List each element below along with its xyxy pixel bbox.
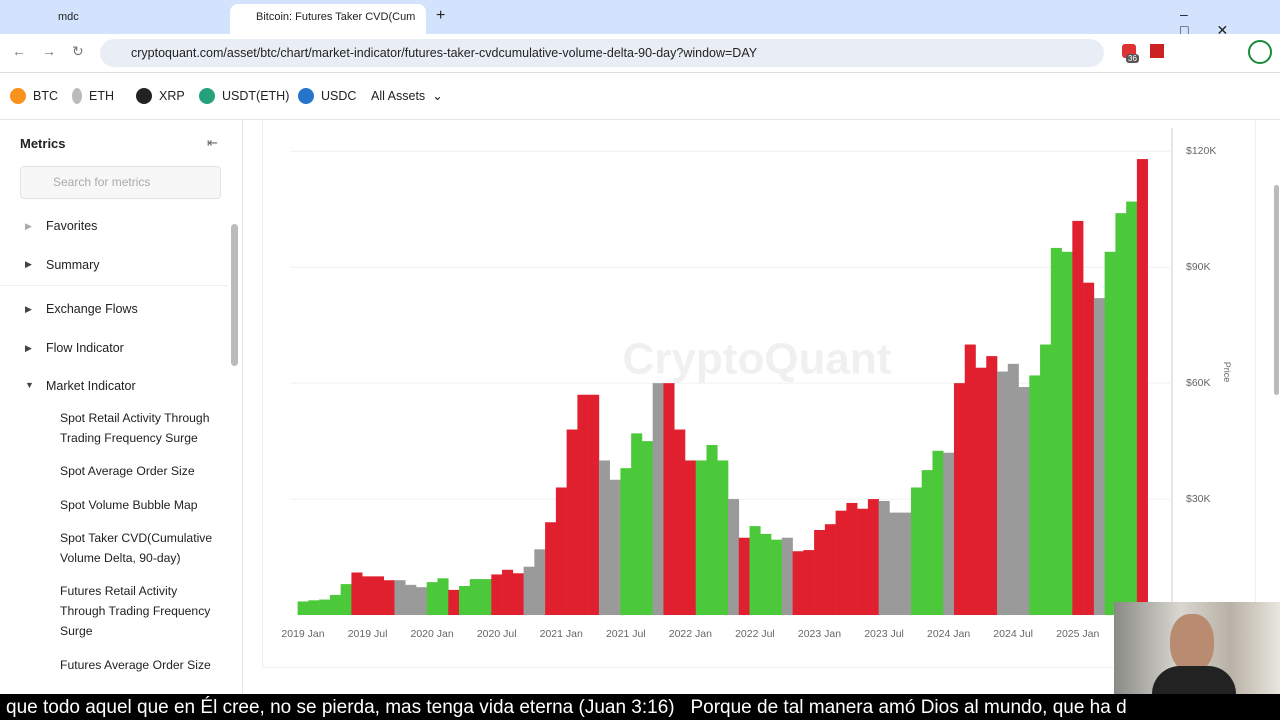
tab-title: Bitcoin: Futures Taker CVD(Cum <box>256 11 416 23</box>
badge: 36 <box>1126 54 1139 63</box>
extension[interactable] <box>1150 44 1164 58</box>
arrow: ▼ <box>25 380 34 390</box>
asset-label: USDT(ETH) <box>222 89 290 103</box>
chart-card <box>262 120 1256 668</box>
tab-active[interactable]: Bitcoin: Futures Taker CVD(Cum <box>230 4 426 34</box>
submenu-item[interactable]: Futures Retail Activity Through Trading … <box>60 584 211 638</box>
scrollbar[interactable] <box>1274 185 1279 395</box>
asset-label: ETH <box>89 89 114 103</box>
asset-label: BTC <box>33 89 58 103</box>
search[interactable]: Search for metrics <box>20 166 221 199</box>
menu-item[interactable]: Exchange Flows <box>46 302 138 316</box>
asset[interactable]: BTC <box>10 88 58 104</box>
submenu-item[interactable]: Spot Retail Activity Through Trading Fre… <box>60 411 210 445</box>
submenu-item[interactable]: Futures Average Order Size <box>60 658 211 672</box>
menu-item[interactable]: Flow Indicator <box>46 341 124 355</box>
shirt <box>1152 666 1236 694</box>
sidebar: Metrics ⇤ Search for metrics ▶ Favorites… <box>0 120 243 695</box>
asset-menu[interactable]: All Assets ⌄ <box>371 88 443 104</box>
asset[interactable]: XRP <box>136 88 185 104</box>
menu-item[interactable]: Summary <box>46 258 100 272</box>
asset-label: USDC <box>321 89 357 103</box>
tab-bar: mdc Bitcoin: Futures Taker CVD(Cum + –□✕ <box>0 0 1280 38</box>
webcam-overlay <box>1114 602 1280 694</box>
tab-title: mdc <box>58 11 79 23</box>
arrow: ▶ <box>25 259 32 269</box>
collapse[interactable]: ⇤ <box>207 135 218 150</box>
subtitle: que todo aquel que en Él cree, no se pie… <box>0 694 1280 720</box>
address-bar: ←→↻ cryptoquant.com/asset/btc/chart/mark… <box>0 34 1280 73</box>
url-field[interactable]: cryptoquant.com/asset/btc/chart/market-i… <box>100 39 1104 67</box>
asset-label: All Assets <box>371 88 426 103</box>
submenu-item[interactable]: Spot Taker CVD(Cumulative Volume Delta, … <box>60 531 213 565</box>
face <box>1170 614 1214 672</box>
menu-item[interactable]: Market Indicator <box>46 379 136 393</box>
tab[interactable]: mdc <box>32 4 228 34</box>
divider <box>0 285 228 286</box>
arrow: ▶ <box>25 343 32 353</box>
asset-bar: BTC ETH XRP USDT(ETH) USDC All Assets ⌄ <box>0 73 1280 120</box>
submenu-item[interactable]: Spot Average Order Size <box>60 464 195 478</box>
asset[interactable]: USDT(ETH) <box>199 88 289 104</box>
scrollbar[interactable] <box>231 224 238 366</box>
menu[interactable] <box>1248 40 1272 64</box>
asset[interactable]: ETH <box>72 88 114 104</box>
submenu-item[interactable]: Spot Volume Bubble Map <box>60 498 198 512</box>
asset[interactable]: USDC <box>298 88 356 104</box>
arrow: ▶ <box>25 221 32 231</box>
arrow: ▶ <box>25 304 32 314</box>
new-tab[interactable]: + <box>436 7 446 24</box>
asset-label: XRP <box>159 89 185 103</box>
sidebar-title: Metrics <box>20 136 66 151</box>
menu-item[interactable]: Favorites <box>46 219 98 233</box>
nav-buttons[interactable]: ←→↻ <box>12 43 100 59</box>
